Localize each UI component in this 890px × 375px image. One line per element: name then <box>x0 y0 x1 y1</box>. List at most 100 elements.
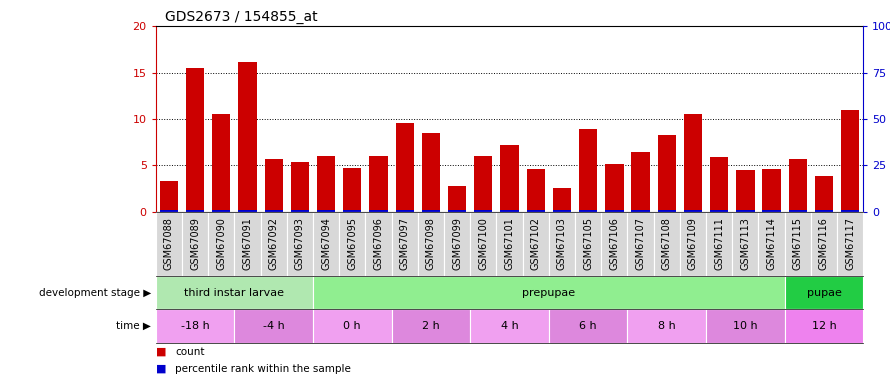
Bar <box>841 210 860 212</box>
Text: GSM67117: GSM67117 <box>846 217 855 270</box>
Text: GSM67100: GSM67100 <box>478 217 489 270</box>
Text: third instar larvae: third instar larvae <box>184 288 285 297</box>
Text: 10 h: 10 h <box>733 321 757 331</box>
Bar <box>344 168 361 212</box>
Bar <box>815 210 833 212</box>
Text: GSM67108: GSM67108 <box>662 217 672 270</box>
Text: GSM67097: GSM67097 <box>400 217 409 270</box>
Bar <box>344 210 361 212</box>
Bar <box>553 188 571 212</box>
Text: ■: ■ <box>156 347 166 357</box>
Bar <box>264 159 283 212</box>
Bar <box>553 210 571 212</box>
Bar <box>159 210 178 212</box>
Text: prepupae: prepupae <box>522 288 576 297</box>
Text: 8 h: 8 h <box>658 321 676 331</box>
Text: GSM67095: GSM67095 <box>347 217 357 270</box>
Bar <box>710 210 728 212</box>
Bar <box>527 169 545 212</box>
Text: time ▶: time ▶ <box>117 321 151 331</box>
Text: GSM67091: GSM67091 <box>242 217 253 270</box>
Bar <box>500 210 519 212</box>
Bar <box>763 210 781 212</box>
Bar <box>186 68 204 212</box>
Text: GSM67098: GSM67098 <box>426 217 436 270</box>
Text: GSM67115: GSM67115 <box>793 217 803 270</box>
Bar <box>422 210 440 212</box>
Text: GSM67102: GSM67102 <box>530 217 541 270</box>
Bar <box>736 210 755 212</box>
Bar <box>789 159 807 212</box>
Bar <box>186 210 204 212</box>
Text: GSM67088: GSM67088 <box>164 217 174 270</box>
Bar <box>239 210 256 212</box>
Text: GSM67101: GSM67101 <box>505 217 514 270</box>
Text: GSM67107: GSM67107 <box>635 217 645 270</box>
Text: pupae: pupae <box>806 288 841 297</box>
Bar <box>579 129 597 212</box>
Bar <box>291 210 309 212</box>
Bar <box>789 210 807 212</box>
Bar <box>710 157 728 212</box>
Bar <box>291 162 309 212</box>
Text: GSM67116: GSM67116 <box>819 217 829 270</box>
Bar <box>658 135 676 212</box>
Text: GDS2673 / 154855_at: GDS2673 / 154855_at <box>165 10 317 24</box>
Text: 0 h: 0 h <box>344 321 361 331</box>
Text: GSM67093: GSM67093 <box>295 217 305 270</box>
Bar <box>684 210 702 212</box>
Bar <box>369 156 388 212</box>
Text: 6 h: 6 h <box>579 321 597 331</box>
Text: GSM67113: GSM67113 <box>740 217 750 270</box>
Bar <box>264 210 283 212</box>
Text: GSM67099: GSM67099 <box>452 217 462 270</box>
Bar <box>212 210 231 212</box>
Bar <box>474 156 492 212</box>
Text: -18 h: -18 h <box>181 321 209 331</box>
Text: GSM67103: GSM67103 <box>557 217 567 270</box>
Text: -4 h: -4 h <box>263 321 285 331</box>
Bar <box>631 210 650 212</box>
Bar <box>212 114 231 212</box>
Bar <box>658 210 676 212</box>
Bar <box>605 210 624 212</box>
Bar <box>239 62 256 212</box>
Text: GSM67092: GSM67092 <box>269 217 279 270</box>
Text: GSM67105: GSM67105 <box>583 217 593 270</box>
Text: percentile rank within the sample: percentile rank within the sample <box>175 364 352 374</box>
Bar <box>763 169 781 212</box>
Text: ■: ■ <box>156 364 166 374</box>
Text: count: count <box>175 347 205 357</box>
Bar <box>527 210 545 212</box>
Bar <box>631 152 650 212</box>
Bar <box>841 110 860 212</box>
Bar <box>474 210 492 212</box>
Text: 4 h: 4 h <box>501 321 518 331</box>
Bar <box>579 210 597 212</box>
Bar <box>815 176 833 212</box>
Bar <box>369 210 388 212</box>
Bar <box>736 170 755 212</box>
Bar <box>500 145 519 212</box>
Text: GSM67090: GSM67090 <box>216 217 226 270</box>
Bar <box>684 114 702 212</box>
Bar <box>448 186 466 212</box>
Bar <box>317 156 336 212</box>
Text: 12 h: 12 h <box>812 321 837 331</box>
Text: GSM67106: GSM67106 <box>610 217 619 270</box>
Text: GSM67111: GSM67111 <box>714 217 724 270</box>
Bar <box>395 123 414 212</box>
Bar <box>159 181 178 212</box>
Text: development stage ▶: development stage ▶ <box>39 288 151 297</box>
Bar <box>422 133 440 212</box>
Text: GSM67114: GSM67114 <box>766 217 777 270</box>
Text: GSM67094: GSM67094 <box>321 217 331 270</box>
Text: GSM67089: GSM67089 <box>190 217 200 270</box>
Bar <box>605 164 624 212</box>
Bar <box>317 210 336 212</box>
Text: GSM67109: GSM67109 <box>688 217 698 270</box>
Bar <box>395 210 414 212</box>
Text: GSM67096: GSM67096 <box>374 217 384 270</box>
Text: 2 h: 2 h <box>422 321 440 331</box>
Bar <box>448 210 466 212</box>
